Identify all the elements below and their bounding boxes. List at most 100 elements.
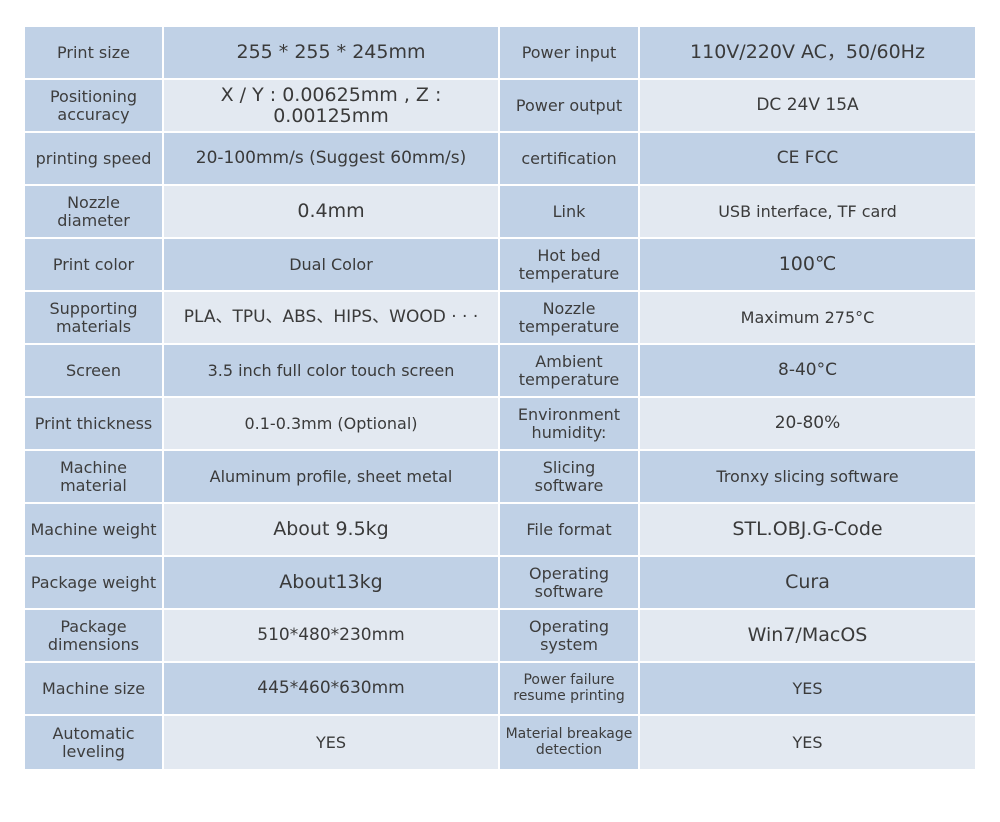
spec-value-text: 110V/220V AC，50/60Hz (690, 41, 925, 64)
spec-value: About13kg (164, 557, 500, 610)
spec-row: Package weight About13kg Operating softw… (25, 557, 975, 610)
spec-row: Machine size 445*460*630mm Power failure… (25, 663, 975, 716)
spec-value-text: YES (315, 732, 347, 752)
spec-value-text: X / Y : 0.00625mm , Z : 0.00125mm (220, 83, 442, 127)
spec-label: Ambient temperature (500, 345, 640, 398)
spec-label-text: File format (526, 519, 612, 539)
spec-row: Automatic leveling YES Material breakage… (25, 716, 975, 769)
spec-label: Supporting materials (25, 292, 164, 345)
spec-label-text: Print thickness (34, 413, 153, 433)
spec-label: Slicing software (500, 451, 640, 504)
spec-row: Print size 255 * 255 * 245mm Power input… (25, 27, 975, 80)
spec-label: Positioning accuracy (25, 80, 164, 133)
spec-value-text: 255 * 255 * 245mm (236, 41, 426, 64)
spec-label-text: Slicing software (534, 457, 604, 495)
spec-label: Automatic leveling (25, 716, 164, 769)
spec-label: Machine size (25, 663, 164, 716)
spec-label: Operating software (500, 557, 640, 610)
spec-label-text: Print color (52, 254, 135, 274)
spec-value: Tronxy slicing software (640, 451, 975, 504)
spec-value: Cura (640, 557, 975, 610)
spec-label-text: certification (521, 148, 617, 168)
spec-value-text: USB interface, TF card (718, 201, 897, 221)
spec-label: Machine material (25, 451, 164, 504)
spec-value-text: About 9.5kg (273, 518, 389, 541)
spec-label: File format (500, 504, 640, 557)
spec-value-text: 100℃ (778, 253, 837, 276)
spec-value: 510*480*230mm (164, 610, 500, 663)
spec-label: Screen (25, 345, 164, 398)
spec-value-text: STL.OBJ.G-Code (732, 518, 883, 541)
spec-value-text: Aluminum profile, sheet metal (209, 466, 453, 486)
spec-label: Power input (500, 27, 640, 80)
spec-label: Power failure resume printing (500, 663, 640, 716)
spec-label-text: Automatic leveling (52, 723, 135, 761)
spec-label-text: Operating system (529, 616, 609, 654)
spec-label-text: Operating software (529, 563, 609, 601)
spec-label-text: Machine material (60, 457, 127, 495)
spec-value-text: 20-80% (774, 413, 841, 434)
spec-label-text: Hot bed temperature (518, 245, 620, 283)
spec-row: Machine weight About 9.5kg File format S… (25, 504, 975, 557)
spec-value-text: PLA、TPU、ABS、HIPS、WOOD · · · (183, 307, 479, 328)
spec-label-text: Power failure resume printing (513, 672, 625, 704)
spec-value: 100℃ (640, 239, 975, 292)
spec-label: printing speed (25, 133, 164, 186)
spec-label-text: Power input (521, 42, 617, 62)
spec-label: Package dimensions (25, 610, 164, 663)
spec-value: YES (640, 716, 975, 769)
spec-row: Machine material Aluminum profile, sheet… (25, 451, 975, 504)
spec-label-text: Environment humidity: (517, 404, 621, 442)
spec-row: Positioning accuracy X / Y : 0.00625mm ,… (25, 80, 975, 133)
spec-value-text: Tronxy slicing software (716, 466, 899, 486)
spec-label: Power output (500, 80, 640, 133)
spec-value-text: 0.1-0.3mm (Optional) (244, 413, 418, 433)
spec-value: Win7/MacOS (640, 610, 975, 663)
spec-row: printing speed 20-100mm/s (Suggest 60mm/… (25, 133, 975, 186)
spec-value: Dual Color (164, 239, 500, 292)
spec-value: 8-40°C (640, 345, 975, 398)
spec-label-text: Machine size (41, 678, 146, 698)
spec-value: 20-100mm/s (Suggest 60mm/s) (164, 133, 500, 186)
spec-label-text: Material breakage detection (505, 726, 633, 758)
spec-value-text: YES (792, 678, 823, 698)
spec-value-text: Dual Color (289, 254, 373, 274)
spec-label-text: Positioning accuracy (49, 86, 138, 124)
spec-row: Package dimensions 510*480*230mm Operati… (25, 610, 975, 663)
spec-value: DC 24V 15A (640, 80, 975, 133)
spec-value: YES (164, 716, 500, 769)
spec-label: Print size (25, 27, 164, 80)
spec-table: Print size 255 * 255 * 245mm Power input… (25, 27, 975, 769)
spec-label-text: Link (552, 201, 586, 221)
spec-value-text: 445*460*630mm (257, 678, 405, 699)
spec-row: Print color Dual Color Hot bed temperatu… (25, 239, 975, 292)
spec-label-text: Ambient temperature (518, 351, 620, 389)
spec-label: Print color (25, 239, 164, 292)
spec-label-text: Nozzle diameter (57, 192, 130, 230)
spec-value-text: 0.4mm (297, 200, 365, 223)
spec-value: PLA、TPU、ABS、HIPS、WOOD · · · (164, 292, 500, 345)
spec-value: 445*460*630mm (164, 663, 500, 716)
spec-label: Operating system (500, 610, 640, 663)
spec-value-text: 8-40°C (778, 360, 837, 381)
spec-value-text: Win7/MacOS (747, 624, 868, 647)
spec-label: Link (500, 186, 640, 239)
spec-label: Material breakage detection (500, 716, 640, 769)
spec-row: Print thickness 0.1-0.3mm (Optional) Env… (25, 398, 975, 451)
spec-label: certification (500, 133, 640, 186)
spec-value: About 9.5kg (164, 504, 500, 557)
spec-label-text: Package dimensions (47, 616, 140, 654)
spec-value: X / Y : 0.00625mm , Z : 0.00125mm (164, 80, 500, 133)
spec-label-text: Machine weight (30, 519, 157, 539)
spec-label-text: Package weight (30, 572, 157, 592)
spec-row: Nozzle diameter 0.4mm Link USB interface… (25, 186, 975, 239)
spec-value: Aluminum profile, sheet metal (164, 451, 500, 504)
spec-value: 0.4mm (164, 186, 500, 239)
spec-label: Nozzle diameter (25, 186, 164, 239)
spec-value-text: DC 24V 15A (756, 95, 859, 116)
spec-label: Package weight (25, 557, 164, 610)
spec-value-text: Cura (785, 571, 830, 594)
spec-value-text: 20-100mm/s (Suggest 60mm/s) (195, 148, 467, 169)
spec-value: 110V/220V AC，50/60Hz (640, 27, 975, 80)
spec-label: Machine weight (25, 504, 164, 557)
